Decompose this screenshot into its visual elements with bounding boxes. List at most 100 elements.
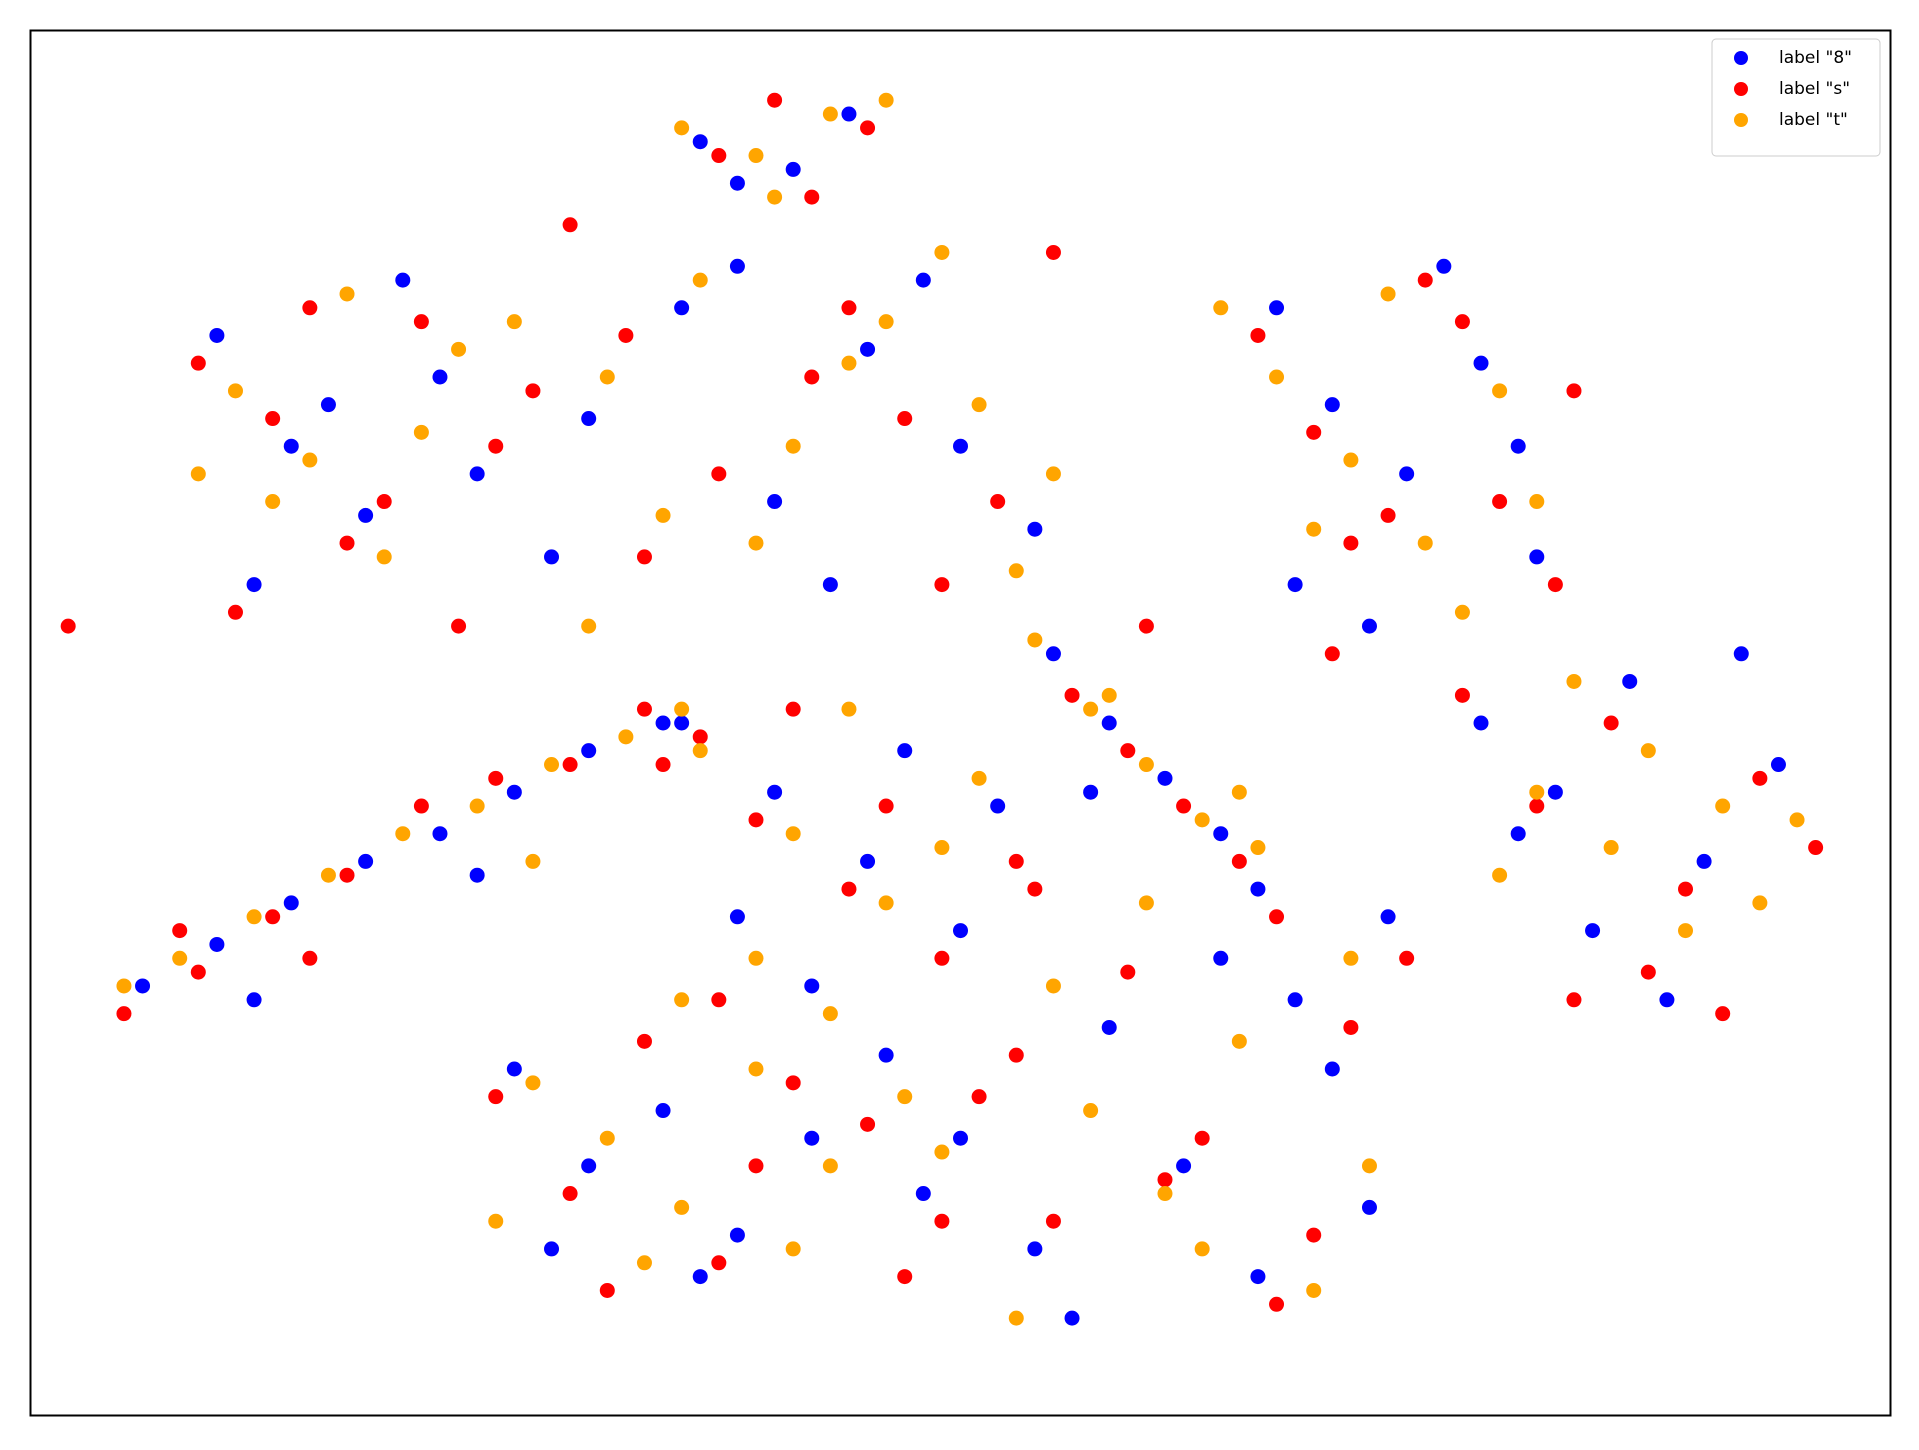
point xyxy=(1101,715,1117,731)
point xyxy=(246,577,262,593)
point xyxy=(934,840,950,856)
point xyxy=(469,798,485,814)
point xyxy=(692,272,708,288)
point xyxy=(1808,840,1824,856)
point xyxy=(1083,701,1099,717)
point xyxy=(692,729,708,745)
point xyxy=(878,92,894,108)
point xyxy=(915,272,931,288)
point xyxy=(1027,881,1043,897)
point xyxy=(339,286,355,302)
point xyxy=(1324,397,1340,413)
point xyxy=(822,577,838,593)
point xyxy=(1250,1269,1266,1285)
point xyxy=(990,798,1006,814)
legend-label: label "8" xyxy=(1779,48,1852,68)
point xyxy=(395,826,411,842)
point xyxy=(525,1075,541,1091)
point xyxy=(1566,992,1582,1008)
point xyxy=(1343,452,1359,468)
point xyxy=(990,494,1006,510)
point xyxy=(1045,466,1061,482)
point xyxy=(1101,1019,1117,1035)
point xyxy=(841,355,857,371)
point xyxy=(655,757,671,773)
point xyxy=(1306,1227,1322,1243)
point xyxy=(1770,757,1786,773)
point xyxy=(1529,494,1545,510)
point xyxy=(1343,535,1359,551)
point xyxy=(674,992,690,1008)
point xyxy=(339,867,355,883)
point xyxy=(785,438,801,454)
point xyxy=(302,452,318,468)
point xyxy=(190,964,206,980)
point xyxy=(302,300,318,316)
point xyxy=(376,549,392,565)
point xyxy=(1436,258,1452,274)
point xyxy=(265,909,281,925)
point xyxy=(283,895,299,911)
point xyxy=(1213,300,1229,316)
point xyxy=(841,881,857,897)
point xyxy=(1361,1199,1377,1215)
point xyxy=(1361,618,1377,634)
point xyxy=(562,757,578,773)
point xyxy=(934,1144,950,1160)
point xyxy=(1064,1310,1080,1326)
point xyxy=(841,106,857,122)
point xyxy=(1678,881,1694,897)
point xyxy=(692,1269,708,1285)
point xyxy=(1380,507,1396,523)
point xyxy=(525,853,541,869)
point xyxy=(1678,923,1694,939)
point xyxy=(1733,646,1749,662)
point xyxy=(1640,964,1656,980)
point xyxy=(1566,383,1582,399)
point xyxy=(209,327,225,343)
point xyxy=(1454,604,1470,620)
point xyxy=(1659,992,1675,1008)
point xyxy=(1027,521,1043,537)
point xyxy=(1287,577,1303,593)
point xyxy=(525,383,541,399)
point xyxy=(711,148,727,164)
legend-marker xyxy=(1734,113,1748,127)
point xyxy=(116,978,132,994)
point xyxy=(451,341,467,357)
point xyxy=(544,1241,560,1257)
point xyxy=(1529,784,1545,800)
point xyxy=(1715,1006,1731,1022)
point xyxy=(618,327,634,343)
point xyxy=(860,1116,876,1132)
point xyxy=(692,134,708,150)
point xyxy=(1306,521,1322,537)
point xyxy=(1622,673,1638,689)
point xyxy=(674,1199,690,1215)
point xyxy=(841,701,857,717)
legend-box xyxy=(1711,38,1881,157)
point xyxy=(1008,853,1024,869)
point xyxy=(1510,826,1526,842)
point xyxy=(711,466,727,482)
point xyxy=(1213,826,1229,842)
point xyxy=(822,106,838,122)
point xyxy=(934,244,950,260)
point xyxy=(376,494,392,510)
point xyxy=(636,549,652,565)
point xyxy=(1045,978,1061,994)
point xyxy=(227,604,243,620)
point xyxy=(636,701,652,717)
point xyxy=(878,314,894,330)
point xyxy=(729,909,745,925)
point xyxy=(265,494,281,510)
point xyxy=(767,784,783,800)
point xyxy=(599,369,615,385)
point xyxy=(1027,632,1043,648)
point xyxy=(1399,466,1415,482)
point xyxy=(172,950,188,966)
point xyxy=(358,853,374,869)
point xyxy=(729,258,745,274)
point xyxy=(1380,286,1396,302)
point xyxy=(1157,770,1173,786)
